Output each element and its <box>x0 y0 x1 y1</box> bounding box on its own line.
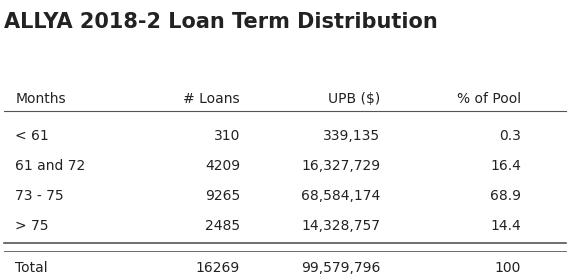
Text: Months: Months <box>15 92 66 106</box>
Text: 73 - 75: 73 - 75 <box>15 189 64 203</box>
Text: 14,328,757: 14,328,757 <box>302 219 381 233</box>
Text: % of Pool: % of Pool <box>457 92 521 106</box>
Text: 0.3: 0.3 <box>499 129 521 143</box>
Text: UPB ($): UPB ($) <box>328 92 381 106</box>
Text: 9265: 9265 <box>205 189 240 203</box>
Text: 68,584,174: 68,584,174 <box>301 189 381 203</box>
Text: 61 and 72: 61 and 72 <box>15 159 86 173</box>
Text: # Loans: # Loans <box>184 92 240 106</box>
Text: 100: 100 <box>495 261 521 275</box>
Text: 99,579,796: 99,579,796 <box>301 261 381 275</box>
Text: ALLYA 2018-2 Loan Term Distribution: ALLYA 2018-2 Loan Term Distribution <box>4 12 438 32</box>
Text: Total: Total <box>15 261 48 275</box>
Text: 310: 310 <box>214 129 240 143</box>
Text: 16,327,729: 16,327,729 <box>302 159 381 173</box>
Text: < 61: < 61 <box>15 129 49 143</box>
Text: 14.4: 14.4 <box>490 219 521 233</box>
Text: 2485: 2485 <box>205 219 240 233</box>
Text: > 75: > 75 <box>15 219 49 233</box>
Text: 16.4: 16.4 <box>490 159 521 173</box>
Text: 339,135: 339,135 <box>323 129 381 143</box>
Text: 4209: 4209 <box>205 159 240 173</box>
Text: 68.9: 68.9 <box>490 189 521 203</box>
Text: 16269: 16269 <box>196 261 240 275</box>
